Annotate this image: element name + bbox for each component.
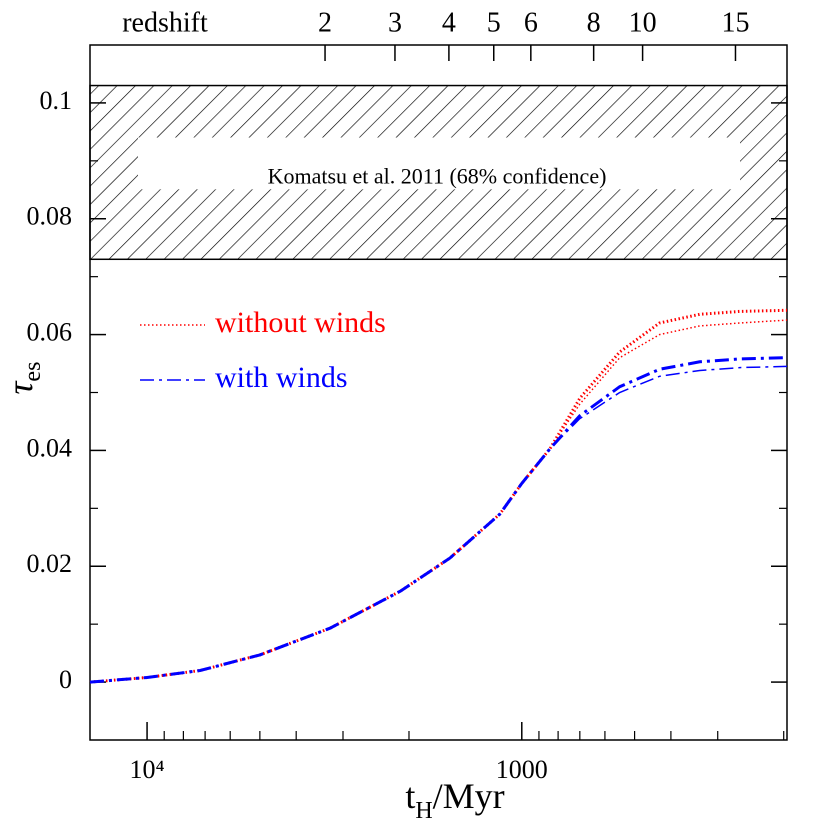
x-tick-label: 10⁴ bbox=[130, 755, 165, 784]
y-tick-label: 0 bbox=[59, 665, 72, 694]
top-tick-label: 3 bbox=[388, 7, 402, 38]
y-tick-label: 0.1 bbox=[40, 86, 73, 115]
top-tick-label: 15 bbox=[721, 7, 749, 38]
band-label: Komatsu et al. 2011 (68% confidence) bbox=[268, 163, 607, 188]
top-tick-label: 5 bbox=[487, 7, 501, 38]
y-tick-label: 0.08 bbox=[27, 202, 73, 231]
top-tick-label: 10 bbox=[629, 7, 657, 38]
series-line bbox=[89, 356, 788, 684]
top-tick-label: 2 bbox=[318, 7, 332, 38]
top-axis-title: redshift bbox=[122, 7, 208, 38]
y-tick-label: 0.04 bbox=[27, 433, 73, 462]
legend-label: with winds bbox=[215, 361, 348, 394]
y-axis-title: τes bbox=[0, 362, 45, 395]
y-axis-title-main: τ bbox=[0, 380, 40, 394]
y-tick-label: 0.02 bbox=[27, 549, 73, 578]
x-tick-label: 1000 bbox=[496, 755, 548, 784]
top-tick-label: 4 bbox=[442, 7, 456, 38]
x-axis-title: tH/Myr bbox=[405, 776, 504, 823]
series-line bbox=[89, 319, 788, 683]
y-axis-title-sub: es bbox=[20, 362, 46, 382]
top-tick-label: 6 bbox=[524, 7, 538, 38]
series-line bbox=[89, 365, 788, 683]
x-axis-title-rest: /Myr bbox=[433, 776, 505, 816]
y-tick-label: 0.06 bbox=[27, 318, 73, 347]
x-axis-title-sub: H bbox=[415, 798, 432, 824]
x-axis-title-main: t bbox=[405, 776, 415, 816]
band-label-box bbox=[138, 137, 740, 190]
legend-label: without winds bbox=[215, 306, 386, 339]
top-tick-label: 8 bbox=[587, 7, 601, 38]
